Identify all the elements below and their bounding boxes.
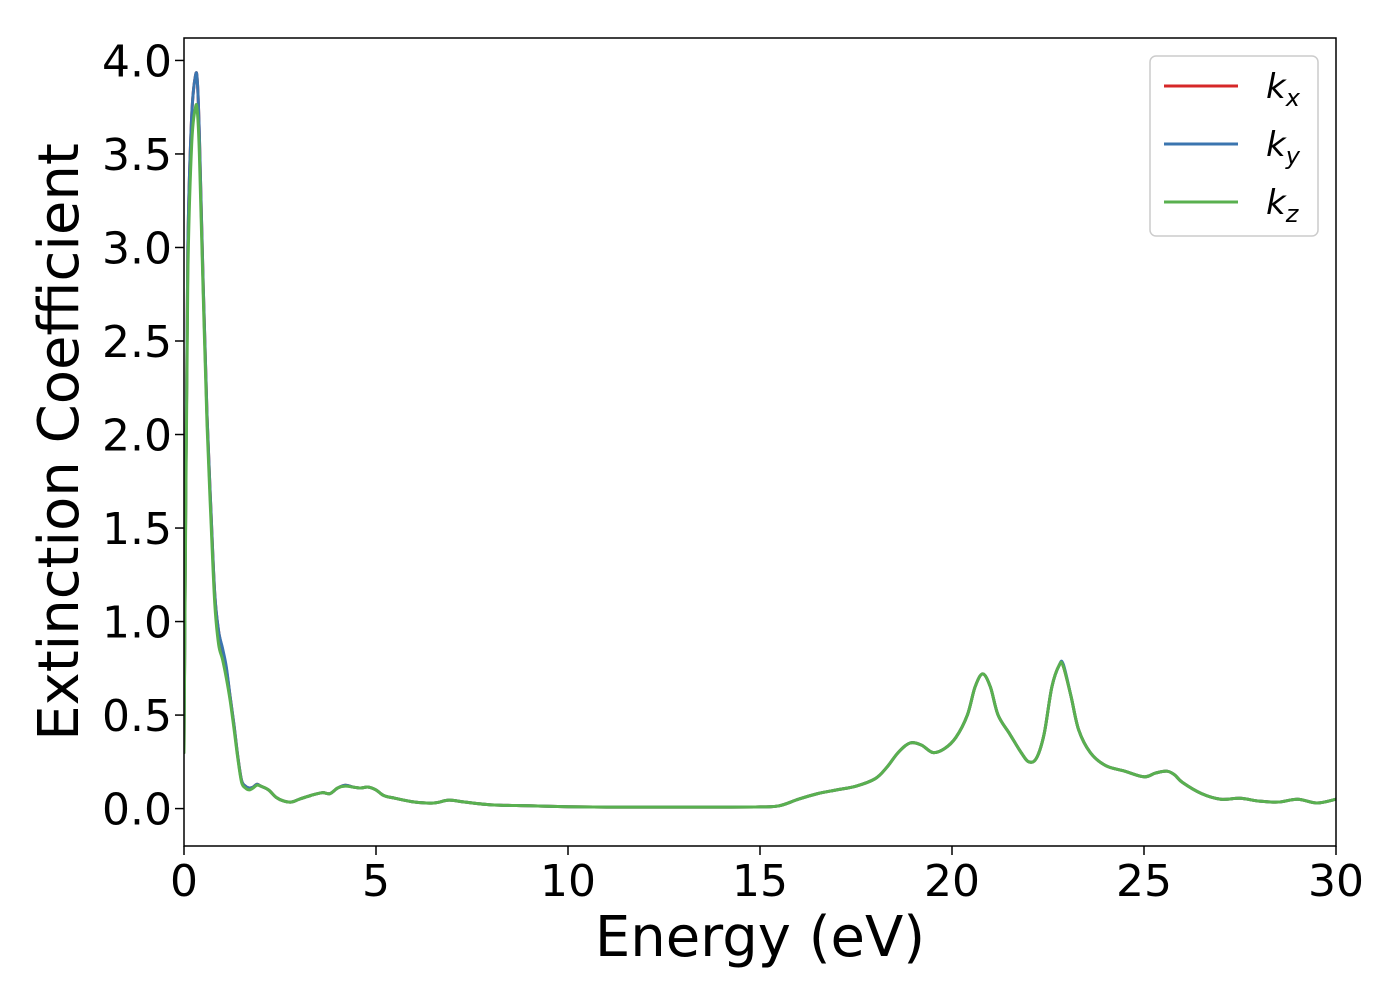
legend-label-main: k	[1266, 67, 1287, 107]
y-tick-label: 4.0	[102, 36, 172, 87]
x-tick-label: 10	[540, 856, 596, 907]
y-tick-label: 1.0	[102, 598, 172, 649]
legend-label-k-x: kx	[1266, 67, 1301, 112]
legend-label-subscript: z	[1285, 200, 1300, 228]
x-tick-label: 30	[1308, 856, 1364, 907]
y-axis-label: Extinction Coefficient	[27, 143, 92, 741]
x-tick-label: 15	[732, 856, 788, 907]
legend-label-main: k	[1266, 183, 1287, 223]
y-tick-label: 3.0	[102, 223, 172, 274]
y-tick-label: 3.5	[102, 130, 172, 181]
legend-label-main: k	[1266, 125, 1287, 165]
x-axis-label: Energy (eV)	[595, 905, 925, 970]
y-axis-ticks: 0.0 0.5 1.0 1.5 2.0 2.5 3.0 3.5 4.0	[102, 36, 184, 836]
x-tick-label: 25	[1116, 856, 1172, 907]
x-axis-ticks: 0 5 10 15 20 25 30	[170, 846, 1364, 907]
x-tick-label: 5	[362, 856, 390, 907]
y-tick-label: 1.5	[102, 504, 172, 555]
series-layer	[184, 71, 1336, 809]
y-tick-label: 0.5	[102, 691, 172, 742]
legend-label-subscript: y	[1285, 142, 1301, 170]
x-tick-label: 20	[924, 856, 980, 907]
legend-box	[1149, 55, 1319, 237]
x-tick-label: 0	[170, 856, 198, 907]
legend-label-k-y: ky	[1266, 125, 1301, 170]
legend-label-k-z: kz	[1266, 183, 1300, 228]
series-line-k-z	[184, 103, 1336, 809]
y-tick-label: 2.0	[102, 411, 172, 462]
y-tick-label: 2.5	[102, 317, 172, 368]
legend-label-subscript: x	[1285, 84, 1301, 112]
y-tick-label: 0.0	[102, 785, 172, 836]
